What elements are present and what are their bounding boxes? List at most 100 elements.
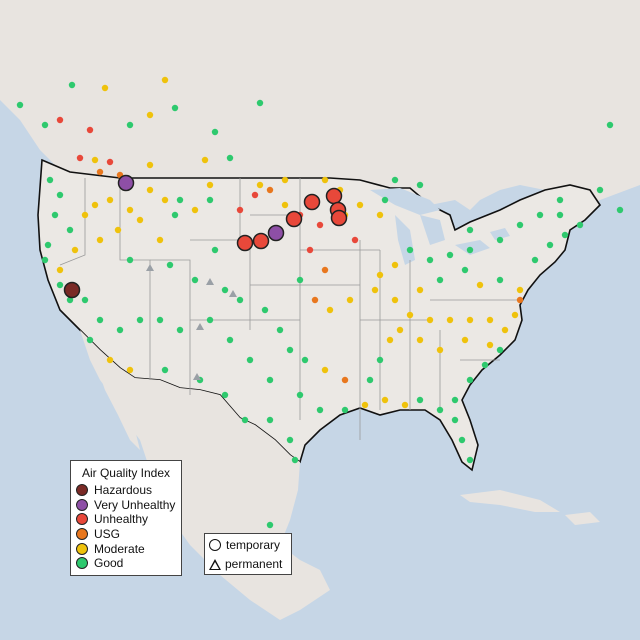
monitor-point	[226, 336, 234, 344]
monitor-point	[546, 241, 554, 249]
monitor-point	[114, 226, 122, 234]
monitor-point	[516, 286, 524, 294]
monitor-point	[156, 316, 164, 324]
monitor-point	[406, 311, 414, 319]
monitor-point	[126, 256, 134, 264]
permanent-monitor-point	[193, 373, 201, 380]
monitor-point	[321, 176, 329, 184]
monitor-point	[341, 406, 349, 414]
monitor-point	[436, 346, 444, 354]
monitor-point	[321, 366, 329, 374]
monitor-point	[461, 336, 469, 344]
monitor-point	[136, 316, 144, 324]
monitor-point	[501, 326, 509, 334]
monitor-point	[56, 116, 64, 124]
monitor-point	[41, 121, 49, 129]
monitor-point	[376, 356, 384, 364]
monitor-point	[306, 246, 314, 254]
monitor-point	[381, 196, 389, 204]
moderate-swatch	[76, 542, 88, 555]
monitor-point	[466, 226, 474, 234]
monitor-point	[516, 296, 524, 304]
monitor-point	[96, 316, 104, 324]
legend-label: Very Unhealthy	[94, 497, 176, 512]
monitor-point	[316, 221, 324, 229]
unhealthy-swatch	[76, 513, 88, 526]
monitor-point	[361, 401, 369, 409]
monitor-point	[266, 186, 274, 194]
monitor-point	[286, 436, 294, 444]
monitor-point	[106, 196, 114, 204]
monitor-point	[206, 181, 214, 189]
legend-label: permanent	[225, 557, 283, 571]
monitor-point	[51, 211, 59, 219]
monitor-point	[171, 104, 179, 112]
monitor-point	[596, 186, 604, 194]
legend-item-moderate: Moderate	[71, 541, 181, 556]
monitor-point	[256, 99, 264, 107]
monitor-point	[496, 276, 504, 284]
monitor-point	[436, 406, 444, 414]
legend-item-good: Good	[71, 556, 181, 571]
legend-item-permanent: permanent	[205, 556, 291, 572]
monitor-point	[486, 316, 494, 324]
monitor-point	[301, 356, 309, 364]
monitor-point	[536, 211, 544, 219]
monitor-point	[466, 456, 474, 464]
hispaniola	[565, 512, 600, 525]
monitor-point	[376, 211, 384, 219]
permanent-monitor-point	[229, 290, 237, 297]
highlighted-monitor-point	[236, 234, 254, 252]
monitor-point	[46, 176, 54, 184]
monitor-point	[391, 296, 399, 304]
monitor-point	[381, 396, 389, 404]
circle-icon	[209, 539, 221, 551]
monitor-point	[101, 84, 109, 92]
monitor-point	[426, 256, 434, 264]
monitor-point	[416, 336, 424, 344]
monitor-point	[476, 281, 484, 289]
monitor-point	[481, 361, 489, 369]
monitor-point	[81, 296, 89, 304]
monitor-point	[458, 436, 466, 444]
monitor-point	[281, 176, 289, 184]
monitor-point	[416, 286, 424, 294]
monitor-point	[56, 191, 64, 199]
monitor-point	[251, 191, 259, 199]
monitor-point	[176, 196, 184, 204]
legend-item-unhealthy: Unhealthy	[71, 512, 181, 527]
monitor-point	[451, 416, 459, 424]
legend-label: USG	[94, 527, 121, 542]
monitor-point	[126, 366, 134, 374]
monitor-point	[96, 168, 104, 176]
monitor-point	[68, 81, 76, 89]
baja-land	[98, 360, 140, 450]
monitor-point	[606, 121, 614, 129]
legend-item-usg: USG	[71, 527, 181, 542]
monitor-point	[161, 76, 169, 84]
monitor-point	[376, 271, 384, 279]
monitor-point	[556, 211, 564, 219]
monitor-point	[66, 226, 74, 234]
highlighted-monitor-point	[267, 224, 285, 242]
monitor-point	[266, 376, 274, 384]
legend-item-hazardous: Hazardous	[71, 483, 181, 498]
monitor-point	[426, 316, 434, 324]
monitor-point	[91, 156, 99, 164]
monitor-point	[16, 101, 24, 109]
legend-label: temporary	[226, 538, 281, 552]
monitor-type-legend: temporary permanent	[204, 533, 292, 575]
monitor-point	[416, 396, 424, 404]
permanent-monitor-point	[146, 264, 154, 271]
monitor-point	[461, 266, 469, 274]
highlighted-monitor-point	[285, 210, 303, 228]
monitor-point	[191, 276, 199, 284]
monitor-point	[296, 276, 304, 284]
monitor-point	[66, 296, 74, 304]
monitor-point	[406, 246, 414, 254]
monitor-point	[446, 251, 454, 259]
monitor-point	[511, 311, 519, 319]
monitor-point	[81, 211, 89, 219]
monitor-point	[371, 286, 379, 294]
monitor-point	[56, 266, 64, 274]
